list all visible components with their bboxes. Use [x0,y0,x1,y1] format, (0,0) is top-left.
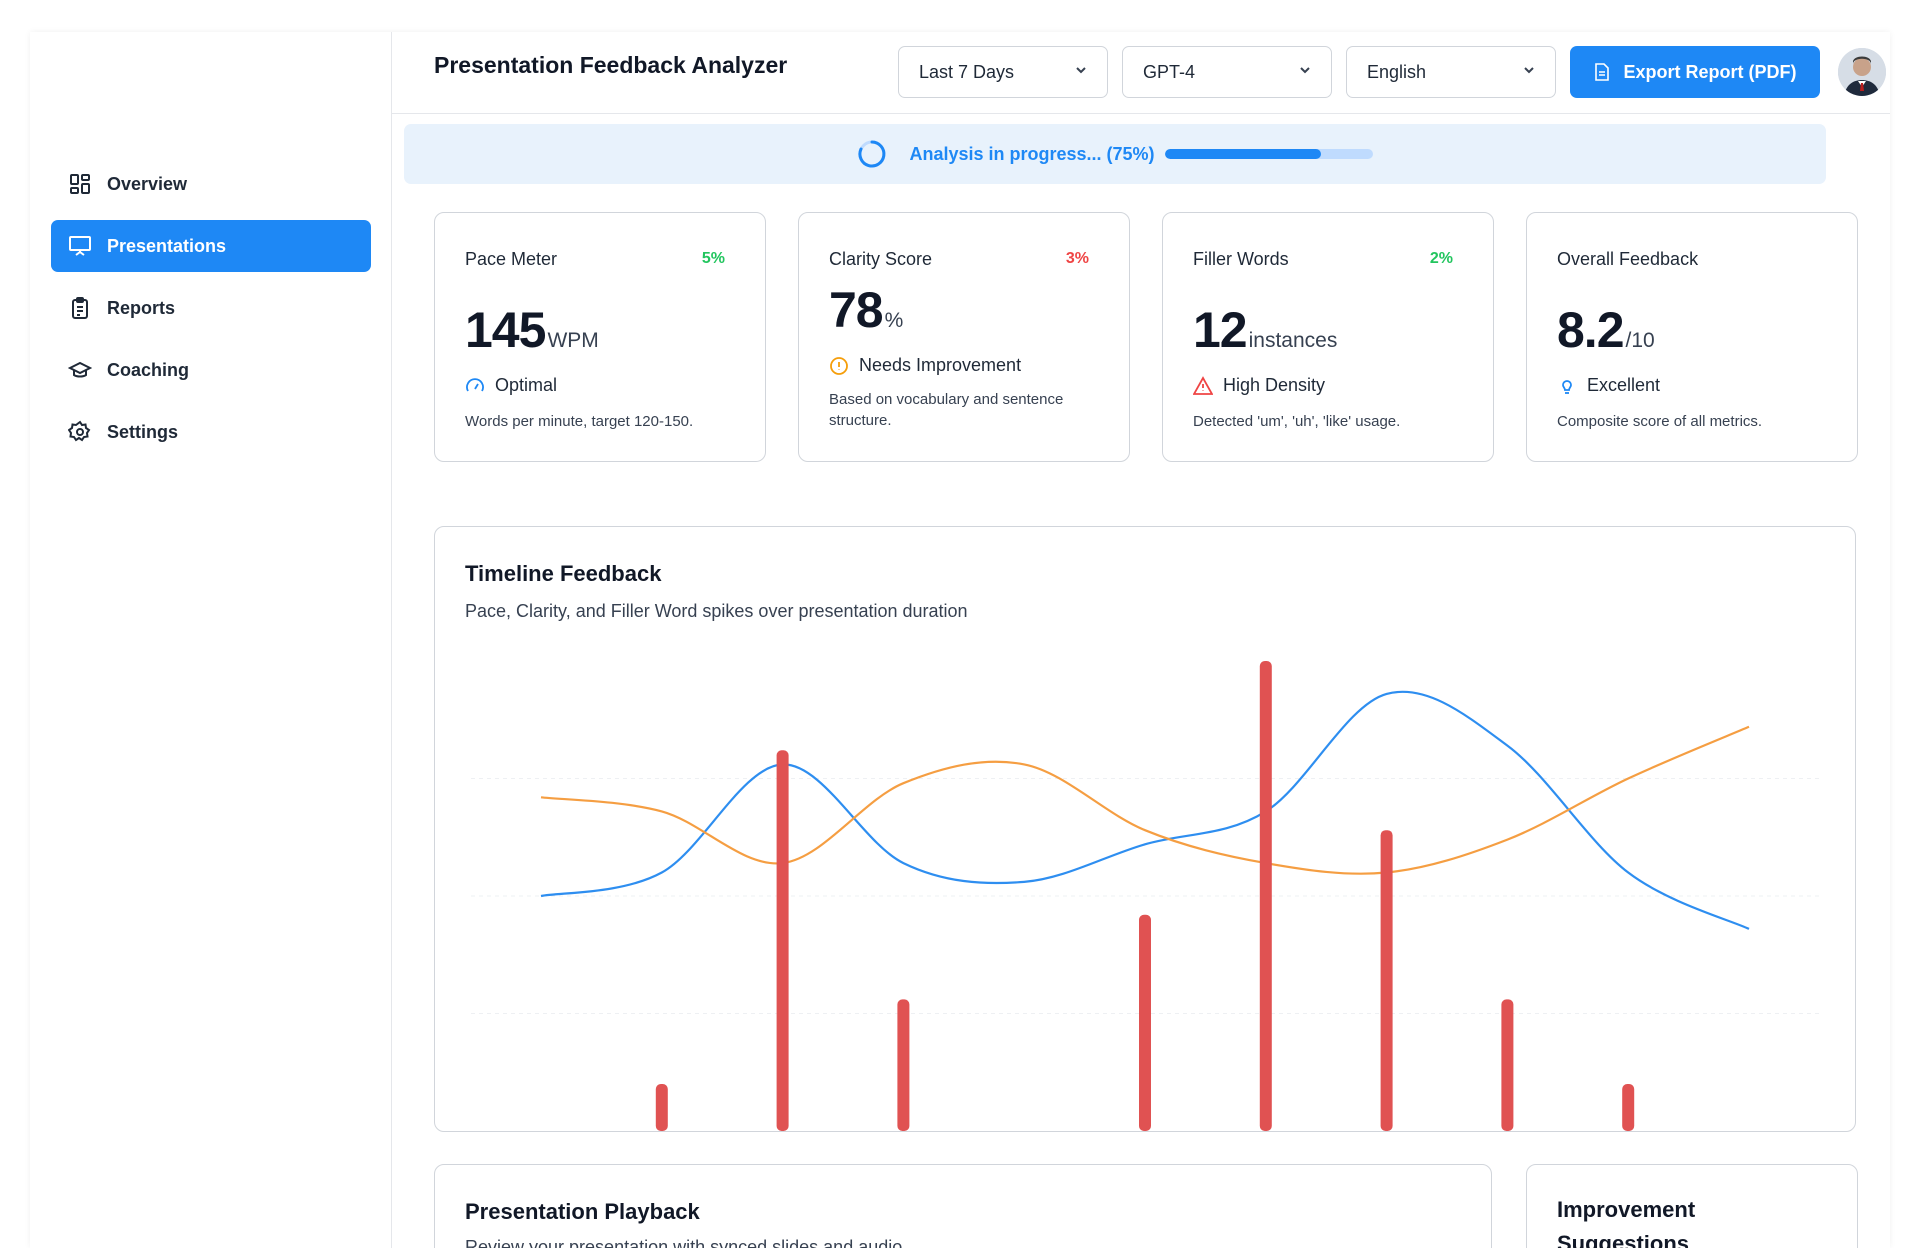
card-value-group: 145 WPM [465,301,599,359]
chevron-down-icon [1297,62,1313,83]
card-description: Words per minute, target 120-150. [465,413,694,430]
card-status: Optimal [465,375,557,396]
card-unit: /10 [1625,329,1655,352]
document-icon [1594,63,1610,81]
progress-text: Analysis in progress... (75%) [909,143,1155,164]
card-description: Composite score of all metrics. [1557,413,1763,430]
model-select[interactable]: GPT-4 [1122,46,1332,98]
sidebar-item-label: Settings [107,421,179,442]
filler-spike-bar-3 [897,999,910,1131]
page-title: Presentation Feedback Analyzer [434,52,788,78]
avatar[interactable] [1838,48,1886,96]
panel-title: Presentation Playback [465,1199,700,1224]
card-title: Filler Words [1193,249,1289,269]
card-value-group: 8.2 /10 [1557,301,1655,359]
dashboard-grid-icon [67,171,93,197]
filler-spike-bar-9 [1622,1084,1635,1131]
metric-card-clarity: Clarity Score 3% 78 % Needs Improvement … [798,212,1130,462]
sidebar-item-presentations[interactable]: Presentations [51,220,371,272]
sidebar-item-settings[interactable]: Settings [51,406,371,458]
presentation-playback-panel: Presentation Playback Review your presen… [434,1164,1492,1248]
filler-spike-bar-1 [655,1084,668,1131]
chevron-down-icon [1073,62,1089,83]
card-status: Needs Improvement [829,355,1021,376]
model-value: GPT-4 [1143,61,1196,82]
metric-card-pace: Pace Meter 5% 145 WPM Optimal Words per … [434,212,766,462]
language-value: English [1367,61,1427,82]
card-delta: 2% [1429,250,1453,267]
graduation-cap-icon [67,357,93,383]
sidebar-item-reports[interactable]: Reports [51,282,371,334]
card-value-group: 12 instances [1193,301,1337,359]
card-status: High Density [1193,375,1325,396]
top-header: Presentation Feedback Analyzer Last 7 Da… [392,32,1890,114]
card-value: 12 [1193,302,1248,358]
filler-spike-bar-6 [1259,661,1272,1131]
metric-card-overall-feedback: Overall Feedback 8.2 /10 Excellent Compo… [1526,212,1858,462]
card-title: Overall Feedback [1557,249,1699,269]
filler-spike-bar-5 [1139,914,1151,1131]
alert-circle-icon [829,356,849,376]
date-range-select[interactable]: Last 7 Days [898,46,1108,98]
card-status-label: Excellent [1587,375,1661,395]
panel-title: Timeline Feedback [465,561,662,586]
card-unit: % [884,309,904,332]
series-line-0 [540,690,1750,930]
spinner-icon [858,140,886,168]
card-unit: WPM [547,329,599,352]
card-delta: 5% [701,250,725,267]
card-value: 145 [465,302,546,358]
lightbulb-icon [1557,376,1577,396]
panel-subtitle: Pace, Clarity, and Filler Word spikes ov… [465,601,968,621]
clipboard-list-icon [67,295,93,321]
card-description: Detected 'um', 'uh', 'like' usage. [1193,413,1401,430]
series-line-1 [540,725,1750,875]
card-status-label: Optimal [495,375,558,395]
sidebar: Overview Presentations Reports Coaching … [30,32,392,1248]
card-status-label: Needs Improvement [859,355,1022,375]
card-value: 8.2 [1557,302,1625,358]
progress-bar-fill [1164,149,1321,159]
warning-triangle-icon [1193,375,1213,396]
timeline-chart [471,661,1821,1131]
sidebar-item-coaching[interactable]: Coaching [51,344,371,396]
presentation-board-icon [67,233,93,259]
card-delta: 3% [1065,250,1089,267]
card-unit: instances [1248,329,1338,352]
card-status: Excellent [1557,375,1660,396]
improvement-suggestions-panel: Improvement Suggestions [1526,1164,1858,1248]
sidebar-item-overview[interactable]: Overview [51,158,371,210]
progress-bar [1164,149,1373,159]
card-title: Pace Meter [465,249,558,269]
filler-spike-bar-7 [1380,830,1393,1131]
card-value: 78 [829,282,884,338]
gear-icon [67,419,93,445]
panel-subtitle: Review your presentation with synced sli… [465,1237,908,1248]
export-report-button[interactable]: Export Report (PDF) [1570,46,1820,98]
sidebar-item-label: Reports [107,297,176,318]
sidebar-item-label: Overview [107,173,188,194]
gauge-icon [465,376,485,396]
date-range-value: Last 7 Days [919,61,1015,82]
sidebar-item-label: Presentations [107,235,227,256]
card-status-label: High Density [1223,375,1326,395]
sidebar-item-label: Coaching [107,359,190,380]
timeline-feedback-panel: Timeline Feedback Pace, Clarity, and Fil… [434,526,1856,1132]
chevron-down-icon [1521,62,1537,83]
card-title: Clarity Score [829,249,933,269]
filler-spike-bar-8 [1501,999,1514,1131]
card-value-group: 78 % [829,281,903,339]
metric-card-filler-words: Filler Words 2% 12 instances High Densit… [1162,212,1494,462]
app-window: Overview Presentations Reports Coaching … [30,32,1890,1248]
export-report-label: Export Report (PDF) [1623,61,1797,82]
analysis-progress-banner: Analysis in progress... (75%) [404,124,1826,184]
language-select[interactable]: English [1346,46,1556,98]
card-description: Based on vocabulary and sentence structu… [829,391,1064,429]
filler-spike-bar-2 [776,750,789,1131]
panel-title: Improvement Suggestions [1557,1197,1696,1248]
